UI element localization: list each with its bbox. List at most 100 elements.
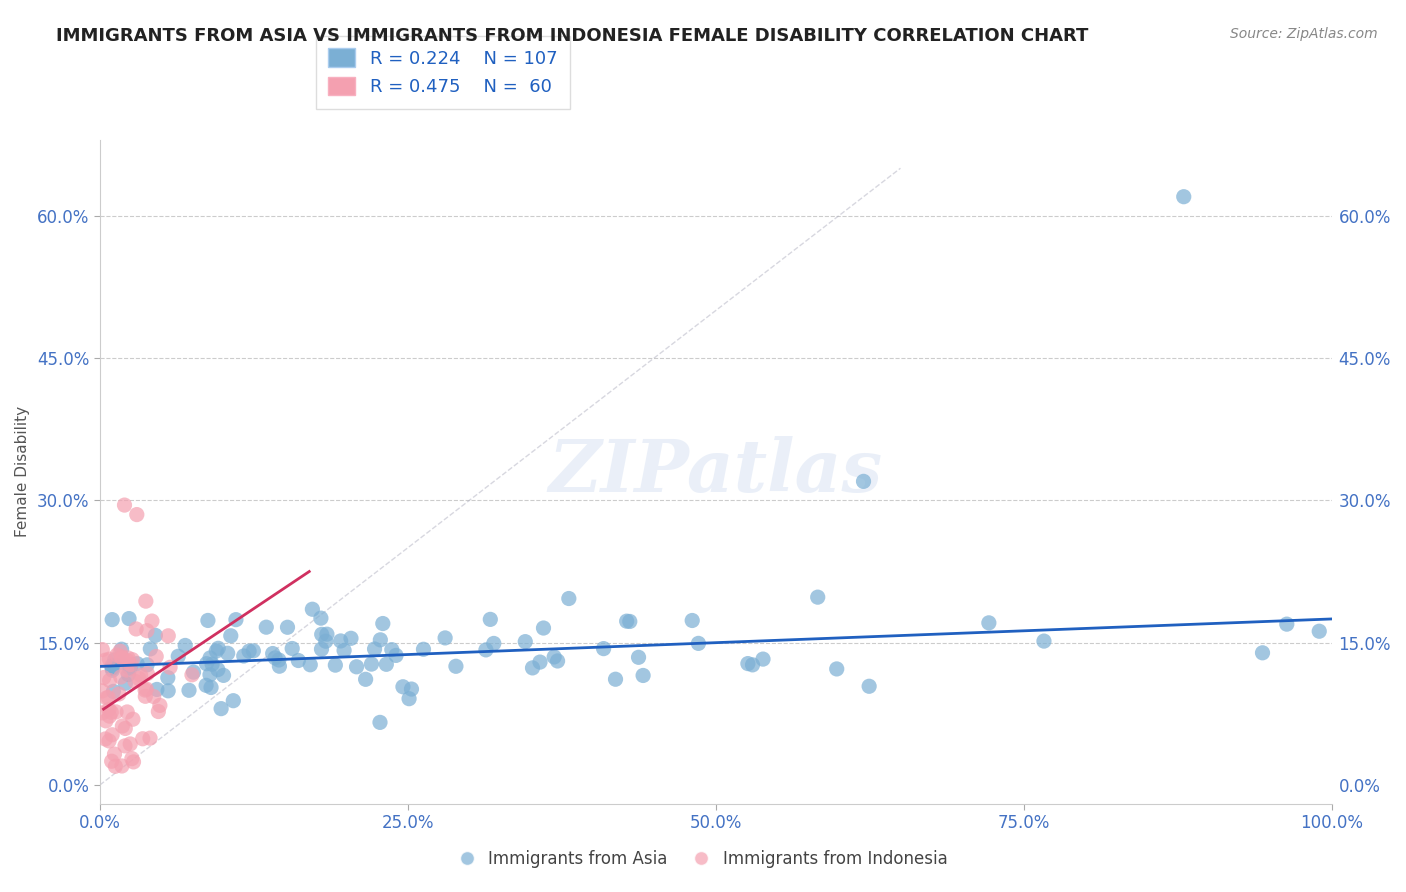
Immigrants from Indonesia — [97, 702, 120, 716]
Immigrants from Indonesia — [139, 731, 162, 746]
Immigrants from Asia — [616, 614, 638, 628]
Immigrants from Indonesia — [120, 657, 142, 672]
Immigrants from Asia — [522, 661, 544, 675]
Immigrants from Asia — [315, 634, 337, 648]
Immigrants from Asia — [207, 641, 229, 656]
Immigrants from Indonesia — [114, 498, 136, 512]
Immigrants from Indonesia — [148, 705, 170, 719]
Immigrants from Asia — [482, 636, 505, 650]
Immigrants from Indonesia — [115, 663, 138, 677]
Immigrants from Asia — [212, 668, 235, 682]
Immigrants from Asia — [104, 653, 127, 667]
Immigrants from Indonesia — [134, 683, 156, 698]
Immigrants from Asia — [136, 657, 159, 672]
Immigrants from Indonesia — [121, 652, 143, 666]
Immigrants from Indonesia — [101, 728, 124, 742]
Immigrants from Asia — [157, 683, 180, 698]
Immigrants from Asia — [627, 650, 650, 665]
Immigrants from Asia — [287, 653, 309, 667]
Immigrants from Asia — [375, 657, 398, 672]
Immigrants from Asia — [219, 629, 242, 643]
Immigrants from Asia — [281, 641, 304, 656]
Immigrants from Asia — [195, 657, 218, 671]
Immigrants from Indonesia — [98, 709, 121, 723]
Immigrants from Indonesia — [100, 705, 122, 719]
Immigrants from Asia — [592, 641, 614, 656]
Immigrants from Asia — [479, 612, 502, 626]
Immigrants from Indonesia — [91, 642, 114, 657]
Immigrants from Asia — [309, 611, 332, 625]
Immigrants from Asia — [222, 694, 245, 708]
Immigrants from Asia — [1033, 634, 1056, 648]
Immigrants from Asia — [363, 642, 385, 657]
Immigrants from Asia — [139, 641, 162, 656]
Immigrants from Asia — [329, 634, 352, 648]
Immigrants from Indonesia — [115, 705, 138, 719]
Immigrants from Indonesia — [94, 653, 117, 667]
Immigrants from Asia — [316, 627, 339, 641]
Immigrants from Indonesia — [141, 614, 163, 628]
Immigrants from Indonesia — [125, 508, 148, 522]
Immigrants from Asia — [146, 682, 169, 697]
Immigrants from Asia — [262, 647, 284, 661]
Immigrants from Asia — [254, 620, 277, 634]
Immigrants from Asia — [529, 655, 551, 669]
Immigrants from Asia — [205, 644, 228, 658]
Immigrants from Asia — [167, 649, 190, 664]
Immigrants from Asia — [852, 475, 875, 489]
Immigrants from Indonesia — [117, 654, 139, 668]
Immigrants from Asia — [825, 662, 848, 676]
Immigrants from Indonesia — [135, 624, 157, 638]
Immigrants from Asia — [977, 615, 1000, 630]
Immigrants from Asia — [325, 658, 347, 673]
Immigrants from Asia — [434, 631, 457, 645]
Immigrants from Asia — [385, 648, 408, 663]
Immigrants from Asia — [752, 652, 775, 666]
Immigrants from Asia — [1308, 624, 1330, 639]
Immigrants from Asia — [101, 613, 124, 627]
Immigrants from Asia — [368, 715, 391, 730]
Y-axis label: Female Disability: Female Disability — [15, 407, 30, 538]
Immigrants from Asia — [558, 591, 581, 606]
Immigrants from Asia — [401, 681, 423, 696]
Immigrants from Asia — [242, 644, 264, 658]
Immigrants from Asia — [183, 665, 205, 679]
Immigrants from Asia — [1275, 617, 1298, 632]
Immigrants from Indonesia — [91, 684, 114, 698]
Immigrants from Indonesia — [131, 731, 153, 746]
Immigrants from Asia — [101, 658, 124, 673]
Immigrants from Indonesia — [93, 671, 115, 685]
Immigrants from Indonesia — [120, 737, 142, 751]
Immigrants from Asia — [1173, 190, 1195, 204]
Text: ZIPatlas: ZIPatlas — [548, 436, 883, 508]
Immigrants from Indonesia — [108, 644, 131, 658]
Immigrants from Asia — [209, 701, 232, 715]
Immigrants from Asia — [101, 663, 124, 677]
Immigrants from Asia — [177, 683, 200, 698]
Immigrants from Asia — [1251, 646, 1274, 660]
Legend: Immigrants from Asia, Immigrants from Indonesia: Immigrants from Asia, Immigrants from In… — [451, 844, 955, 875]
Immigrants from Indonesia — [98, 734, 121, 748]
Immigrants from Asia — [103, 684, 125, 698]
Immigrants from Indonesia — [135, 681, 157, 696]
Immigrants from Asia — [311, 627, 333, 641]
Immigrants from Asia — [174, 639, 197, 653]
Immigrants from Asia — [197, 614, 219, 628]
Immigrants from Indonesia — [135, 594, 157, 608]
Immigrants from Indonesia — [105, 648, 128, 662]
Immigrants from Indonesia — [157, 629, 180, 643]
Immigrants from Asia — [114, 676, 136, 690]
Immigrants from Asia — [195, 678, 218, 692]
Immigrants from Asia — [370, 632, 392, 647]
Text: IMMIGRANTS FROM ASIA VS IMMIGRANTS FROM INDONESIA FEMALE DISABILITY CORRELATION : IMMIGRANTS FROM ASIA VS IMMIGRANTS FROM … — [56, 27, 1088, 45]
Immigrants from Asia — [299, 657, 322, 672]
Immigrants from Asia — [681, 614, 703, 628]
Immigrants from Asia — [360, 657, 382, 671]
Immigrants from Asia — [515, 634, 537, 648]
Immigrants from Indonesia — [149, 698, 172, 713]
Immigrants from Asia — [631, 668, 654, 682]
Immigrants from Asia — [198, 667, 221, 681]
Immigrants from Asia — [110, 642, 132, 657]
Immigrants from Asia — [156, 671, 179, 685]
Immigrants from Asia — [543, 649, 565, 664]
